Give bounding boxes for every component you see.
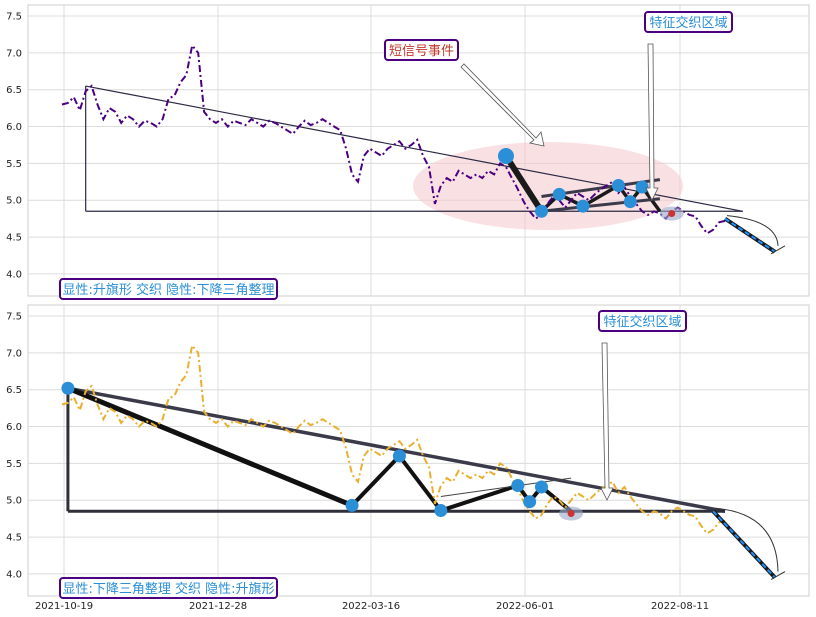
bottom-feature-callout: 特征交织区域 xyxy=(598,310,687,501)
pattern-vertex-dot xyxy=(635,180,649,194)
zigzag-segment xyxy=(440,483,519,513)
forecast-arc xyxy=(715,507,779,572)
zigzag-segment xyxy=(66,385,354,508)
feature-marker xyxy=(567,509,575,517)
flag-upper-channel xyxy=(440,477,572,498)
short-signal-arrow xyxy=(460,63,545,147)
pattern-vertex-dot xyxy=(345,498,359,512)
pattern-vertex-dot xyxy=(511,478,525,492)
short-signal-label: 短信号事件 xyxy=(389,44,454,59)
pattern-vertex-dot xyxy=(623,195,637,209)
forecast-arc-tick xyxy=(770,245,786,255)
forecast-line xyxy=(724,217,776,253)
pattern-vertex-dot xyxy=(611,178,625,192)
zigzag-segment xyxy=(350,454,401,507)
bottom-pattern-legend: 显性:下降三角整理 交织 隐性:升旗形 xyxy=(59,577,278,599)
x-tick-label: 2021-12-28 xyxy=(189,601,247,612)
feature-marker xyxy=(668,209,676,217)
flag-segment xyxy=(503,154,545,213)
y-tick-label: 5.0 xyxy=(6,496,22,507)
forecast-arc xyxy=(726,215,779,246)
y-tick-label: 6.5 xyxy=(6,85,22,96)
triangle-upper-edge xyxy=(85,85,743,212)
bottom-price-series xyxy=(61,343,726,535)
y-tick-label: 6.5 xyxy=(6,385,22,396)
pattern-vertex-dot xyxy=(434,504,448,518)
pattern-vertex-dot xyxy=(534,204,548,218)
top-feature-label: 特征交织区域 xyxy=(649,15,727,31)
x-tick-label: 2022-08-11 xyxy=(651,601,709,612)
y-tick-label: 7.5 xyxy=(6,12,22,23)
triangle-upper-edge xyxy=(67,386,726,513)
bottom-panel-frame xyxy=(27,304,810,597)
top-overlay-layer xyxy=(497,148,786,255)
bottom-feature-arrow xyxy=(600,342,614,501)
y-tick-label: 4.5 xyxy=(6,233,22,244)
bottom-feature-label: 特征交织区域 xyxy=(603,314,681,330)
short-signal-callout: 短信号事件 xyxy=(384,39,545,147)
y-tick-label: 7.5 xyxy=(6,312,22,323)
y-tick-label: 6.0 xyxy=(6,122,22,133)
flag-segment xyxy=(582,183,620,208)
bottom-overlay-layer xyxy=(61,381,786,581)
flag-lower-channel xyxy=(541,197,661,213)
top-pattern-legend: 显性:升旗形 交织 隐性:下降三角整理 xyxy=(59,278,278,300)
top-y-axis: 4.0 4.5 5.0 5.5 6.0 6.5 7.0 7.5 xyxy=(6,12,22,281)
forecast-arc-tick xyxy=(770,571,786,581)
top-grid xyxy=(28,5,809,296)
pattern-vertex-dot xyxy=(576,199,590,213)
pattern-vertex-dot xyxy=(61,381,75,395)
top-legend-text: 显性:升旗形 交织 隐性:下降三角整理 xyxy=(62,282,274,298)
pattern-vertex-dot xyxy=(534,480,548,494)
x-tick-label: 2022-06-01 xyxy=(496,601,554,612)
x-tick-label: 2021-10-19 xyxy=(35,601,93,612)
bottom-legend-text: 显性:下降三角整理 交织 隐性:升旗形 xyxy=(62,581,274,597)
y-tick-label: 7.0 xyxy=(6,48,22,59)
pattern-vertex-dot xyxy=(523,495,537,509)
top-signal-ellipse xyxy=(413,142,683,230)
y-tick-label: 4.5 xyxy=(6,533,22,544)
y-tick-label: 5.0 xyxy=(6,196,22,207)
forecast-line xyxy=(712,510,776,579)
y-tick-label: 5.5 xyxy=(6,459,22,470)
y-tick-label: 4.0 xyxy=(6,569,22,580)
pattern-vertex-dot xyxy=(392,449,406,463)
top-feature-arrow xyxy=(645,43,659,201)
pattern-vertex-dot xyxy=(552,187,566,201)
y-tick-label: 6.0 xyxy=(6,422,22,433)
y-tick-label: 4.0 xyxy=(6,269,22,280)
bottom-y-axis: 4.0 4.5 5.0 5.5 6.0 6.5 7.0 7.5 xyxy=(6,312,22,581)
pattern-vertex-dot xyxy=(497,148,514,165)
y-tick-label: 5.5 xyxy=(6,159,22,170)
top-feature-callout: 特征交织区域 xyxy=(644,11,733,201)
x-axis: 2021-10-19 2021-12-28 2022-03-16 2022-06-01… xyxy=(35,601,709,612)
x-tick-label: 2022-03-16 xyxy=(342,601,400,612)
y-tick-label: 7.0 xyxy=(6,348,22,359)
bottom-pattern-layer xyxy=(66,385,726,513)
